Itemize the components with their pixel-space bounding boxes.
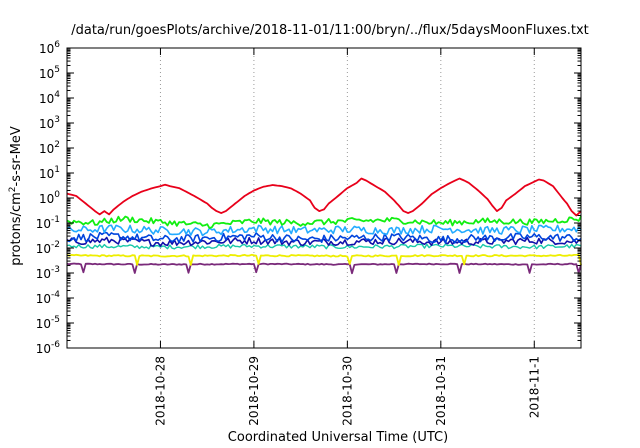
x-axis-label: Coordinated Universal Time (UTC) <box>228 430 448 445</box>
series-line <box>66 231 582 244</box>
series-line <box>66 177 582 217</box>
x-tick-label: 2018-10-30 <box>340 356 354 426</box>
y-tick-label: 105 <box>39 65 60 81</box>
series-line <box>66 253 582 266</box>
chart-title: /data/run/goesPlots/archive/2018-11-01/1… <box>71 23 589 38</box>
y-tick-label: 104 <box>39 90 60 106</box>
y-tick-label: 10-2 <box>36 240 60 256</box>
grid-lines <box>159 48 535 348</box>
y-tick-label: 103 <box>39 115 60 131</box>
x-tick-label: 2018-10-31 <box>434 356 448 426</box>
axis-ticks <box>67 47 581 349</box>
y-tick-label: 106 <box>39 40 60 56</box>
series-line <box>66 215 582 229</box>
x-tick-labels: 2018-10-28 2018-10-29 2018-10-30 2018-10-31… <box>153 356 541 426</box>
y-tick-label: 10-1 <box>36 215 60 231</box>
y-tick-label: 10-5 <box>36 315 60 331</box>
y-tick-labels: 10-6 10-5 10-4 10-3 10-2 10-1 100 101 102 103 104 1… <box>36 40 61 356</box>
y-tick-label: 10-4 <box>36 290 61 306</box>
y-tick-label: 101 <box>39 165 60 181</box>
series-line <box>66 243 582 250</box>
y-tick-label: 10-3 <box>36 265 60 281</box>
x-tick-label: 2018-11-1 <box>527 356 541 418</box>
x-tick-label: 2018-10-28 <box>153 356 167 426</box>
series-line <box>66 224 582 237</box>
y-tick-label: 100 <box>39 190 60 206</box>
y-axis-label: protons/cm2-s-sr-MeV <box>8 126 24 266</box>
y-tick-label: 102 <box>39 140 60 156</box>
series-line <box>66 262 582 275</box>
x-tick-label: 2018-10-29 <box>247 356 261 426</box>
plot-frame <box>66 47 582 349</box>
y-tick-label: 10-6 <box>36 340 61 356</box>
series-layer <box>66 177 582 275</box>
